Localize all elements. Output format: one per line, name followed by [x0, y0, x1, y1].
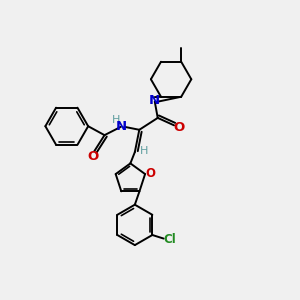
Text: O: O	[146, 167, 155, 180]
Text: N: N	[149, 94, 160, 106]
Text: O: O	[174, 121, 185, 134]
Text: N: N	[115, 120, 126, 133]
Text: Cl: Cl	[163, 233, 176, 246]
Text: O: O	[87, 150, 98, 163]
Text: H: H	[112, 115, 120, 125]
Text: H: H	[140, 146, 148, 156]
